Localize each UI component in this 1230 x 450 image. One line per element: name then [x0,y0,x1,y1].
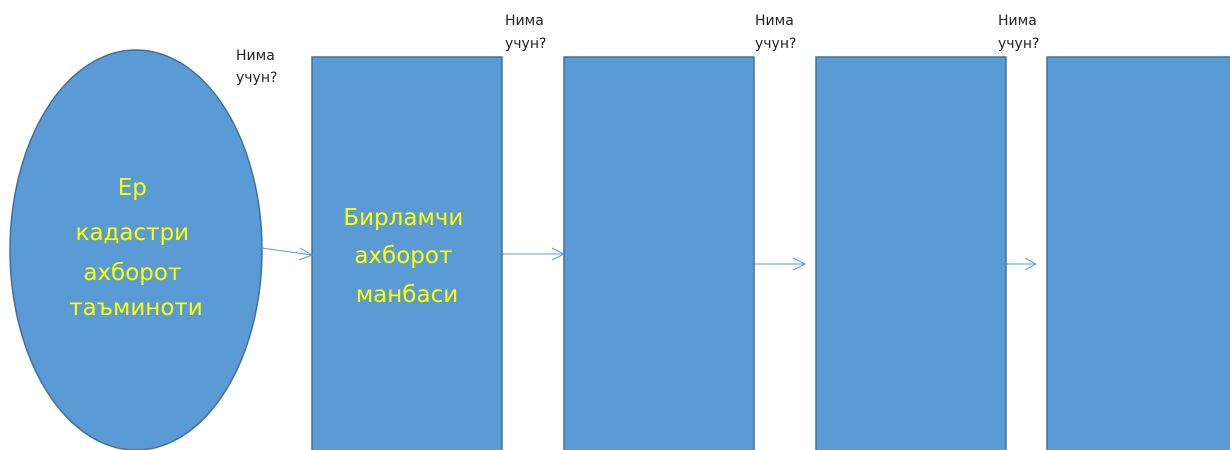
start-ellipse-line-2: кадастри [76,220,190,246]
connector-2 [502,247,566,261]
start-ellipse-label: Ер кадастри ахборот таъминоти [69,175,203,321]
question-label-2: Нима учун? [505,13,548,52]
question-label-1-line-1: Нима [236,48,275,64]
connector-2-arrowhead [551,247,566,261]
process-box-1-line-1: Бирламчи [343,205,463,231]
question-label-3-line-2: учун? [755,36,796,52]
start-ellipse-line-3: ахборот [83,260,181,286]
connector-4 [1006,257,1038,271]
start-ellipse[interactable] [9,49,263,450]
connector-1-line [261,247,313,256]
question-label-2-line-1: Нима [505,13,544,29]
process-box-4[interactable] [1046,56,1230,450]
connector-1 [261,247,314,261]
process-box-2[interactable] [563,56,755,450]
question-label-1-line-2: учун? [236,70,277,86]
start-ellipse-line-4: таъминоти [69,295,203,321]
process-box-1-line-3: манбаси [356,282,458,308]
process-box-3[interactable] [815,56,1007,450]
question-label-3-line-1: Нима [755,13,794,29]
connector-4-arrowhead [1024,257,1038,271]
question-label-3: Нима учун? [755,13,798,52]
question-label-4: Нима учун? [998,13,1041,52]
connector-3 [754,257,807,271]
connector-3-arrowhead [792,257,807,271]
question-label-4-line-2: учун? [998,36,1039,52]
start-ellipse-line-1: Ер [118,175,147,201]
question-label-2-line-2: учун? [505,36,546,52]
process-box-1-line-2: ахборот [354,243,452,269]
connector-1-arrowhead [298,247,314,261]
process-box-1[interactable] [311,56,503,450]
process-box-1-label: Бирламчи ахборот манбаси [343,205,470,308]
question-label-4-line-1: Нима [998,13,1037,29]
question-label-1: Нима учун? [236,48,279,86]
